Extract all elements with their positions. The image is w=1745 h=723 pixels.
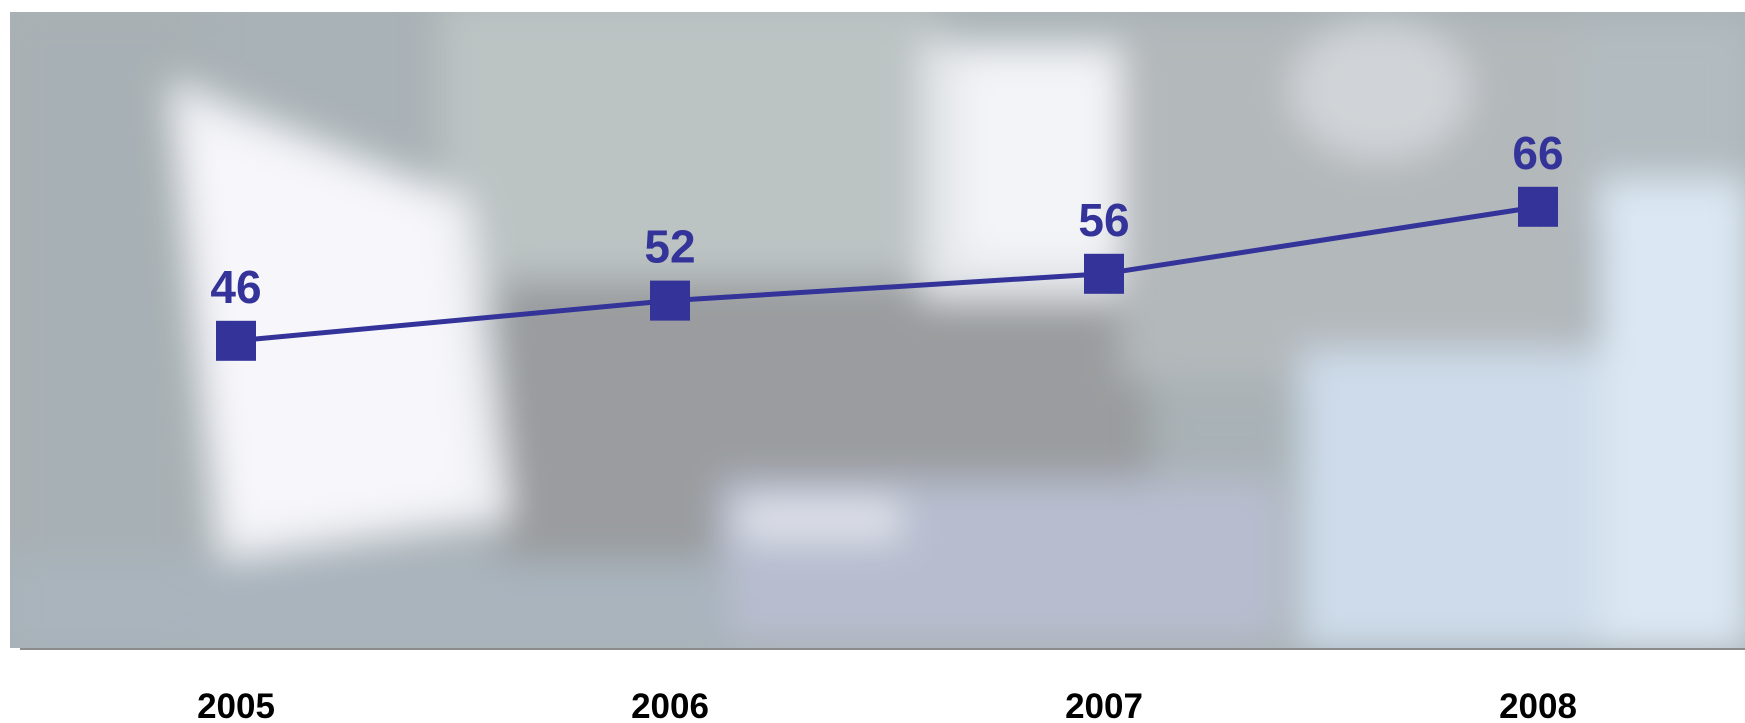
x-tick-label: 2006 bbox=[631, 687, 709, 723]
data-point-marker bbox=[1518, 186, 1558, 227]
data-label: 56 bbox=[1078, 194, 1129, 246]
data-label: 66 bbox=[1512, 127, 1563, 179]
data-point-marker bbox=[650, 280, 690, 321]
data-labels-group: 46 52 56 66 bbox=[210, 127, 1563, 313]
data-label: 46 bbox=[210, 261, 261, 313]
series-line bbox=[235, 204, 1539, 344]
x-tick-labels-group: 2005 2006 2007 2008 bbox=[197, 687, 1577, 723]
x-tick-label: 2008 bbox=[1499, 687, 1577, 723]
x-tick-label: 2007 bbox=[1065, 687, 1143, 723]
plot-background-photo bbox=[10, 12, 1745, 648]
x-tick-label: 2005 bbox=[197, 687, 275, 723]
data-label: 52 bbox=[644, 221, 695, 273]
markers-group bbox=[216, 186, 1558, 361]
data-point-marker bbox=[216, 320, 256, 361]
data-point-marker bbox=[1084, 253, 1124, 294]
